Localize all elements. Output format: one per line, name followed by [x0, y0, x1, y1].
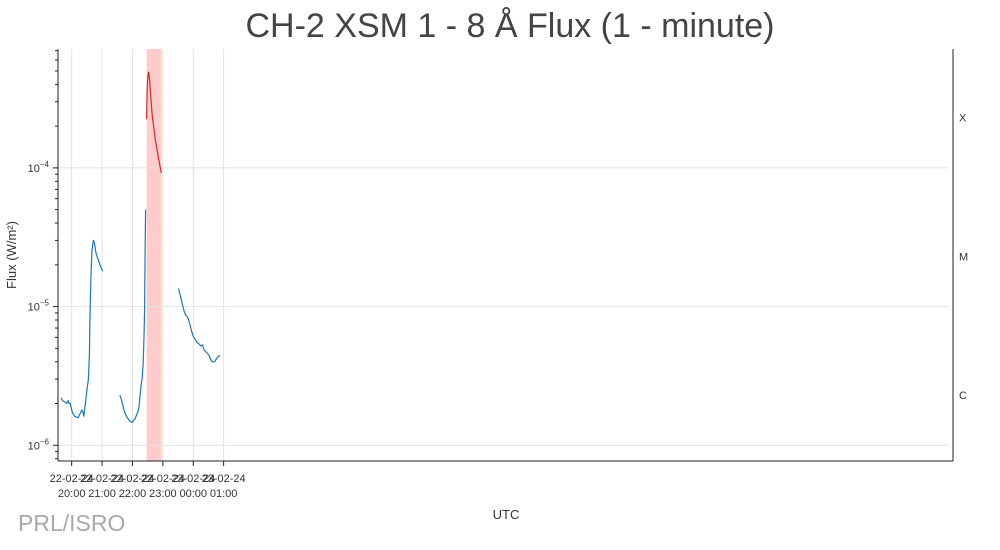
x-tick-label-time: 23:00: [149, 488, 177, 500]
flux-series-line-4: [177, 288, 221, 363]
x-tick-label-time: 20:00: [58, 488, 86, 500]
flare-class-label-m: M: [959, 251, 968, 263]
x-axis-title: UTC: [493, 507, 520, 522]
flare-highlight-band: [146, 49, 162, 461]
x-tick-label-date: 22-02-24: [50, 473, 94, 485]
flare-class-label-x: X: [959, 113, 967, 125]
x-tick-label-time: 01:00: [210, 488, 238, 500]
flux-series-line-1: [60, 239, 104, 419]
y-tick-label: 10−5: [28, 299, 50, 314]
flux-series-line-3: [146, 71, 162, 174]
x-tick-label-date: 22-02-24: [80, 473, 124, 485]
x-tick-label-date: 22-02-24: [141, 473, 185, 485]
x-tick-label-time: 00:00: [179, 488, 207, 500]
x-tick-label-time: 22:00: [119, 488, 147, 500]
flare-class-label-c: C: [959, 390, 967, 402]
y-tick-label: 10−4: [28, 160, 50, 175]
plot-area: 10−610−510−422-02-2420:0022-02-2421:0022…: [28, 49, 968, 500]
x-tick-label-date: 23-02-24: [202, 473, 246, 485]
flux-series-line-2: [119, 209, 147, 424]
x-tick-label-time: 21:00: [88, 488, 116, 500]
watermark: PRL/ISRO: [18, 510, 126, 536]
y-tick-label: 10−6: [28, 437, 50, 452]
x-tick-label-date: 22-02-24: [110, 473, 154, 485]
x-tick-label-date: 23-02-24: [171, 473, 215, 485]
chart-title: CH-2 XSM 1 - 8 Å Flux (1 - minute): [245, 7, 774, 45]
y-axis-title: Flux (W/m²): [4, 221, 19, 289]
